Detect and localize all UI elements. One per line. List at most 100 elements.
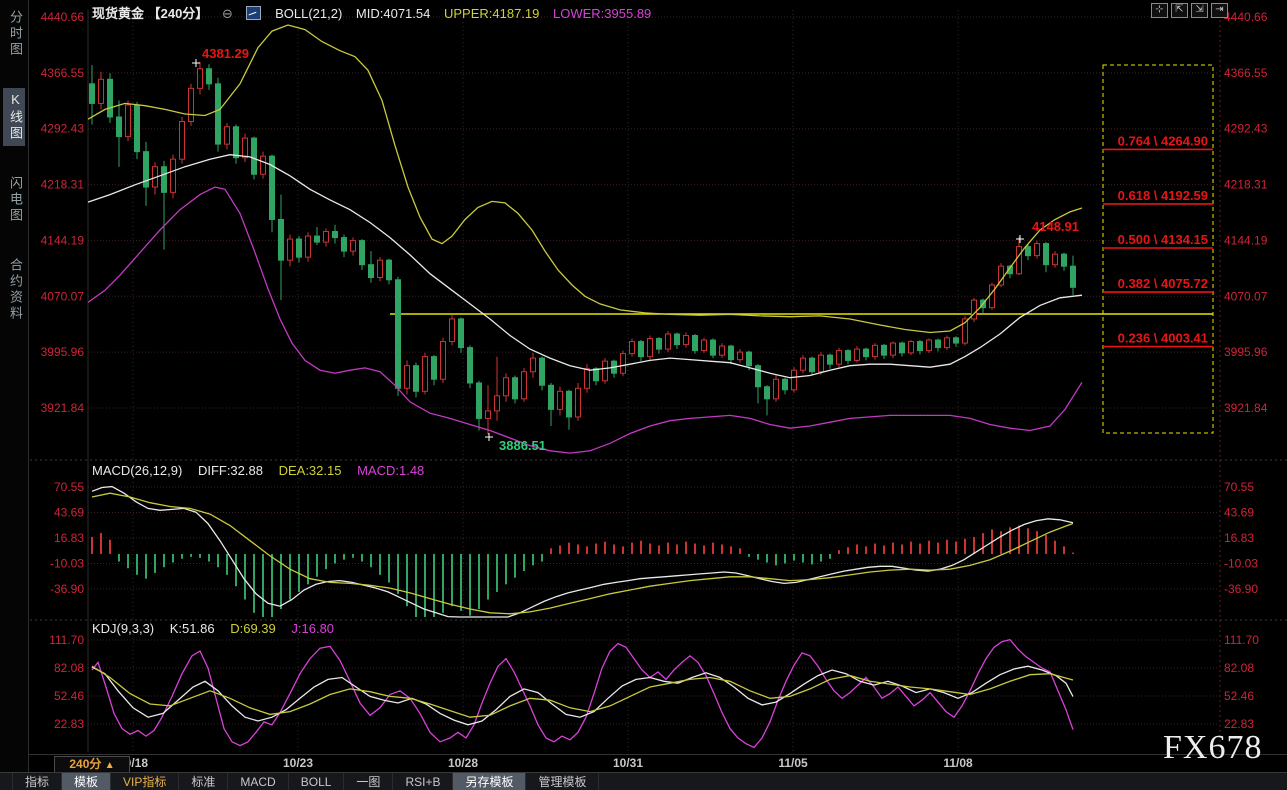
candle-body[interactable] (440, 341, 446, 380)
candle-body[interactable] (638, 341, 644, 358)
candle-body[interactable] (818, 354, 824, 373)
candle-body[interactable] (548, 384, 554, 410)
candle-body[interactable] (656, 338, 662, 350)
candle-body[interactable] (521, 371, 527, 400)
candle-body[interactable] (377, 259, 383, 279)
candle-body[interactable] (1007, 265, 1013, 275)
template-tab-2[interactable]: VIP指标 (111, 773, 180, 790)
candle-body[interactable] (233, 126, 239, 159)
candle-body[interactable] (305, 235, 311, 258)
template-tab-5[interactable]: BOLL (289, 773, 345, 790)
chart-type-icon[interactable] (246, 6, 262, 20)
candle-body[interactable] (566, 390, 572, 418)
candle-body[interactable] (755, 365, 761, 388)
candle-body[interactable] (1043, 243, 1049, 266)
candle-body[interactable] (449, 318, 455, 343)
candle-body[interactable] (206, 68, 212, 85)
candle-body[interactable] (224, 126, 230, 145)
candle-body[interactable] (593, 368, 599, 382)
candle-body[interactable] (845, 350, 851, 361)
candle-body[interactable] (170, 158, 176, 193)
main-chart-canvas[interactable]: 4440.66 4440.66 4366.55 4366.55 4292.43 4292.… (0, 0, 1287, 772)
candle-body[interactable] (1052, 253, 1058, 266)
candle-body[interactable] (962, 318, 968, 344)
candle-body[interactable] (863, 348, 869, 358)
candle-body[interactable] (710, 339, 716, 356)
candle-body[interactable] (1016, 246, 1022, 275)
template-tab-0[interactable]: 指标 (12, 773, 63, 790)
sidebar-item-1[interactable]: K线图 (3, 88, 25, 146)
candle-body[interactable] (998, 265, 1004, 286)
candle-body[interactable] (719, 345, 725, 356)
candle-body[interactable] (971, 299, 977, 320)
candle-body[interactable] (215, 83, 221, 145)
candle-body[interactable] (917, 341, 923, 352)
candle-body[interactable] (944, 337, 950, 349)
crosshair-icon[interactable]: ⊹ (1151, 3, 1168, 18)
candle-body[interactable] (287, 238, 293, 261)
candle-body[interactable] (539, 357, 545, 386)
candle-body[interactable] (602, 360, 608, 382)
candle-body[interactable] (953, 337, 959, 344)
candle-body[interactable] (647, 338, 653, 358)
candle-body[interactable] (386, 259, 392, 281)
scale-right-icon[interactable]: ⇲ (1191, 3, 1208, 18)
candle-body[interactable] (359, 240, 365, 266)
candle-body[interactable] (494, 395, 500, 412)
candle-body[interactable] (260, 155, 266, 175)
candle-body[interactable] (431, 356, 437, 380)
candle-body[interactable] (395, 279, 401, 389)
candle-body[interactable] (143, 151, 149, 188)
template-tab-8[interactable]: 另存模板 (453, 773, 527, 790)
candle-body[interactable] (728, 345, 734, 361)
candle-body[interactable] (1034, 243, 1040, 257)
collapse-icon[interactable]: ⊖ (221, 6, 233, 21)
candle-body[interactable] (350, 240, 356, 252)
template-tab-6[interactable]: 一图 (344, 773, 394, 790)
candle-body[interactable] (116, 116, 122, 138)
candle-body[interactable] (134, 104, 140, 153)
candle-body[interactable] (854, 348, 860, 361)
candle-body[interactable] (1070, 265, 1076, 288)
candle-body[interactable] (836, 350, 842, 365)
candle-body[interactable] (773, 378, 779, 400)
candle-body[interactable] (530, 357, 536, 373)
candle-body[interactable] (1025, 246, 1031, 257)
candle-body[interactable] (989, 284, 995, 309)
candle-body[interactable] (458, 318, 464, 349)
candle-body[interactable] (1061, 253, 1067, 267)
candle-body[interactable] (161, 166, 167, 193)
template-tab-7[interactable]: RSI+B (393, 773, 454, 790)
candle-body[interactable] (926, 339, 932, 352)
candle-body[interactable] (314, 235, 320, 243)
template-tab-3[interactable]: 标准 (179, 773, 229, 790)
fib-retracement-box[interactable] (1102, 64, 1214, 434)
candle-body[interactable] (422, 356, 428, 392)
candle-body[interactable] (935, 339, 941, 349)
candle-body[interactable] (512, 377, 518, 400)
candle-body[interactable] (341, 237, 347, 252)
shift-right-icon[interactable]: ⇥ (1211, 3, 1228, 18)
candle-body[interactable] (467, 347, 473, 384)
candle-body[interactable] (368, 264, 374, 279)
candle-body[interactable] (791, 369, 797, 391)
candle-body[interactable] (188, 87, 194, 122)
candle-body[interactable] (737, 351, 743, 361)
candle-body[interactable] (197, 68, 203, 89)
candle-body[interactable] (89, 83, 95, 104)
candle-body[interactable] (881, 344, 887, 356)
period-selector[interactable]: 240分 ▲ (54, 756, 130, 773)
candle-body[interactable] (242, 137, 248, 159)
scale-left-icon[interactable]: ⇱ (1171, 3, 1188, 18)
candle-body[interactable] (125, 104, 131, 138)
sidebar-item-2[interactable]: 闪电图 (8, 176, 23, 224)
template-tab-1[interactable]: 模板 (62, 773, 112, 790)
sidebar-item-3[interactable]: 合约资料 (8, 258, 23, 322)
candle-body[interactable] (692, 335, 698, 352)
candle-body[interactable] (782, 378, 788, 391)
template-tab-9[interactable]: 管理模板 (526, 773, 600, 790)
sidebar-item-0[interactable]: 分时图 (8, 10, 23, 58)
candle-body[interactable] (179, 120, 185, 160)
candle-body[interactable] (665, 333, 671, 350)
candle-body[interactable] (404, 365, 410, 389)
